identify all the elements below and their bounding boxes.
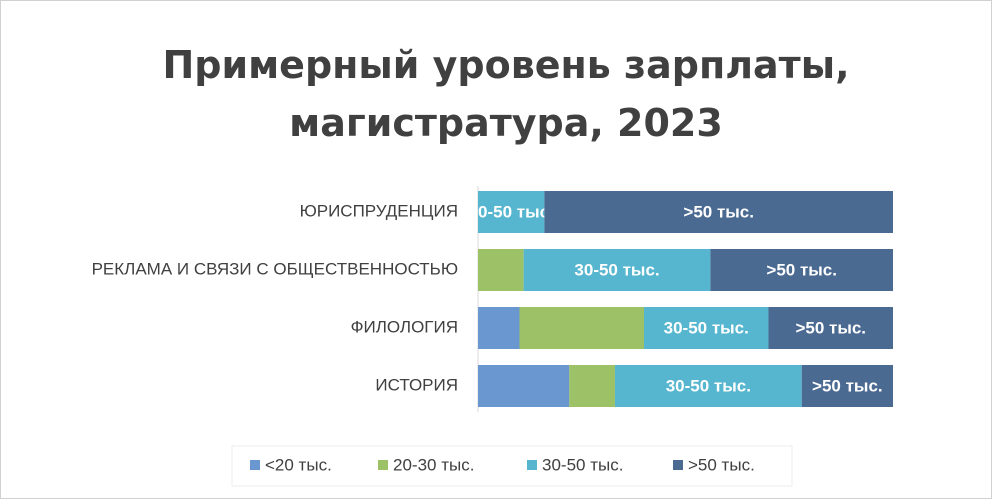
legend-label: 20-30 тыс. <box>393 455 474 474</box>
legend-swatch <box>527 460 537 470</box>
legend-swatch <box>378 460 388 470</box>
data-label: 30-50 тыс. <box>469 202 554 221</box>
data-label: >50 тыс. <box>812 376 883 395</box>
bar-segment <box>569 365 615 407</box>
category-label: РЕКЛАМА И СВЯЗИ С ОБЩЕСТВЕННОСТЬЮ <box>92 259 458 278</box>
chart-title: Примерный уровень зарплаты, магистратура… <box>162 43 850 145</box>
legend-label: >50 тыс. <box>688 455 755 474</box>
legend-swatch <box>673 460 683 470</box>
bar-segment <box>710 249 893 291</box>
category-label: ФИЛОЛОГИЯ <box>351 317 458 336</box>
plot-area: 30-50 тыс. >50 тыс. 30-50 тыс. >50 тыс. 30-5… <box>469 191 893 407</box>
data-label: 30-50 тыс. <box>574 260 659 279</box>
data-label: >50 тыс. <box>766 260 837 279</box>
bar-segment <box>523 249 711 291</box>
bar-segment <box>478 191 545 233</box>
bar-segment <box>519 307 644 349</box>
category-label: ИСТОРИЯ <box>375 375 458 394</box>
bar-segment <box>478 307 520 349</box>
bar-segment <box>544 191 893 233</box>
legend-label: 30-50 тыс. <box>542 455 623 474</box>
legend-box <box>231 445 793 487</box>
legend-swatch <box>250 460 260 470</box>
category-label: ЮРИСПРУДЕНЦИЯ <box>300 201 458 220</box>
bar-segment <box>478 365 570 407</box>
bar-segment <box>801 365 893 407</box>
bar-segment <box>478 249 524 291</box>
bar-segment <box>614 365 802 407</box>
data-label: 30-50 тыс. <box>664 318 749 337</box>
legend-label: <20 тыс. <box>265 455 332 474</box>
data-label: >50 тыс. <box>795 318 866 337</box>
data-label: >50 тыс. <box>683 202 754 221</box>
bar-segment <box>768 307 893 349</box>
bar-segment <box>644 307 769 349</box>
data-label: 30-50 тыс. <box>666 376 751 395</box>
